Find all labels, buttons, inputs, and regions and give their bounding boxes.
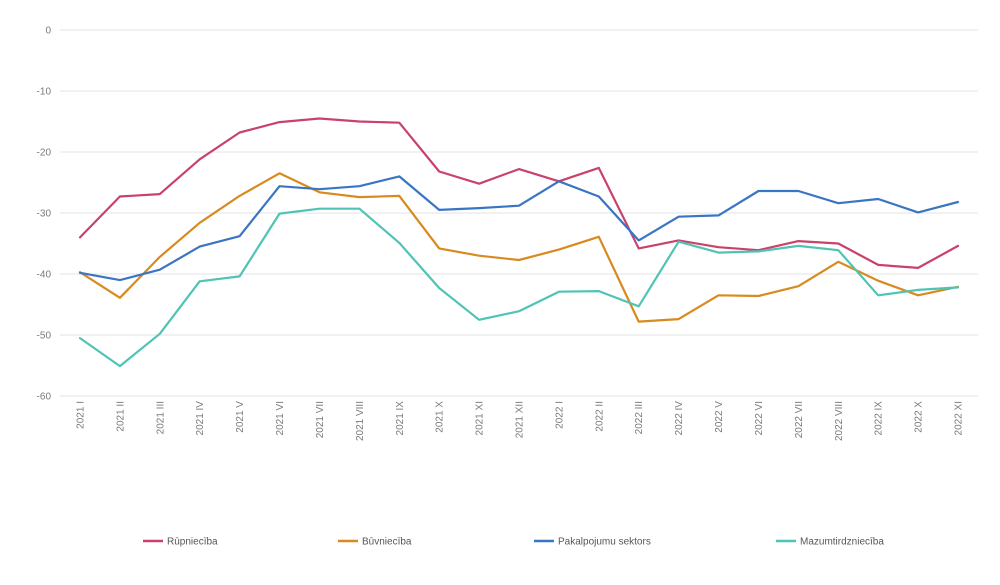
x-tick-label: 2021 X [435,401,446,433]
x-tick-label: 2022 V [714,401,725,433]
legend: Rūpniecība Būvniecība Pakalpojumu sektors M… [143,537,884,548]
legend-item[interactable]: Pakalpojumu sektors [534,537,651,548]
x-tick-label: 2022 III [634,401,645,434]
y-tick-label: -50 [37,331,52,342]
series-line [78,207,960,368]
series-line [78,172,960,323]
legend-label: Rūpniecība [167,537,218,548]
series-line [78,117,960,269]
x-tick-label: 2022 I [554,401,565,429]
legend-label: Būvniecība [362,537,412,548]
x-tick-label: 2022 VI [754,401,765,435]
x-tick-label: 2022 II [594,401,605,432]
x-axis-ticks: 2021 I 2021 II 2021 III 2021 IV 2021 V 2021 V… [76,401,965,441]
legend-item[interactable]: Rūpniecība [143,537,218,548]
x-tick-label: 2021 III [155,401,166,434]
y-tick-label: -10 [37,87,52,98]
y-tick-label: -60 [37,392,52,403]
y-axis-ticks: 0 -10 -20 -30 -40 -50 -60 [37,26,52,403]
series-lines [78,117,960,368]
x-tick-label: 2022 IX [874,401,885,436]
x-tick-label: 2022 X [914,401,925,433]
y-tick-label: -20 [37,148,52,159]
series-line [78,175,960,282]
x-tick-label: 2021 IX [395,401,406,436]
gridlines [60,29,978,397]
x-tick-label: 2021 V [235,401,246,433]
y-tick-label: 0 [45,26,51,37]
x-tick-label: 2022 VIII [834,401,845,441]
x-tick-label: 2021 XI [475,401,486,435]
y-tick-label: -40 [37,270,52,281]
legend-label: Mazumtirdzniecība [800,537,884,548]
x-tick-label: 2021 VIII [355,401,366,441]
x-tick-label: 2021 XII [515,401,526,438]
legend-label: Pakalpojumu sektors [558,537,651,548]
legend-item[interactable]: Mazumtirdzniecība [776,537,884,548]
x-tick-label: 2021 IV [195,401,206,436]
x-tick-label: 2021 VII [315,401,326,438]
x-tick-label: 2022 IV [674,401,685,436]
x-tick-label: 2022 VII [794,401,805,438]
legend-item[interactable]: Būvniecība [338,537,412,548]
x-tick-label: 2021 II [115,401,126,432]
x-tick-label: 2021 VI [275,401,286,435]
y-tick-label: -30 [37,209,52,220]
x-tick-label: 2021 I [76,401,87,429]
x-tick-label: 2022 XI [954,401,965,435]
